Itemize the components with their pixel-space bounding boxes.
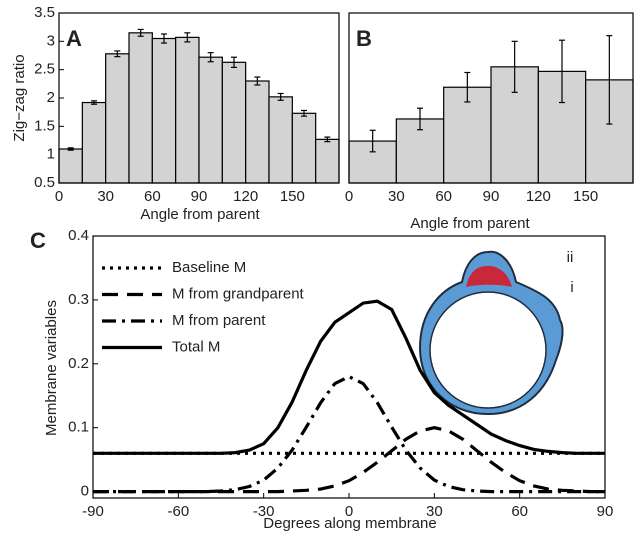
x-tick-label: 0	[345, 188, 353, 205]
x-tick-label: 150	[280, 188, 305, 205]
y-tick-label: 2	[47, 89, 55, 106]
line-series	[93, 299, 605, 455]
panel-label: A	[66, 26, 82, 51]
x-tick-label: 90	[597, 503, 614, 520]
error-bar	[91, 100, 97, 105]
x-axis-label: Angle from parent	[410, 215, 530, 232]
bar	[221, 61, 247, 184]
bar	[291, 112, 317, 184]
y-tick-label: 3	[47, 32, 55, 49]
bar	[315, 138, 340, 184]
error-bar	[417, 107, 423, 131]
panel-1: 0 30 60 90 120 150 B Angle from parent	[345, 12, 634, 232]
plot-frame	[92, 235, 606, 499]
x-tick-label: 30	[97, 188, 114, 205]
x-tick-label: 150	[573, 188, 598, 205]
line-series	[93, 374, 605, 494]
line-series	[93, 426, 605, 494]
y-tick-label: 1.5	[34, 117, 55, 134]
legend-label: M from grandparent	[172, 285, 305, 302]
panel-2: -90 -60 -30 0 30 60 90 0 0.1 0.2 0.3 0.4 Baseline M M…	[30, 227, 613, 532]
x-tick-label: 120	[233, 188, 258, 205]
y-tick-label: 0.4	[68, 227, 89, 244]
bar	[175, 36, 200, 184]
cell-interior	[429, 291, 547, 409]
bar	[443, 86, 492, 184]
panel-label: B	[356, 26, 372, 51]
y-tick-label: 0.2	[68, 355, 89, 372]
x-tick-label: 60	[144, 188, 161, 205]
plot-frame	[348, 12, 634, 184]
x-tick-label: 0	[55, 188, 63, 205]
y-tick-label: 1	[47, 146, 55, 163]
legend-label: Baseline M	[172, 259, 246, 276]
annotation: ii	[567, 249, 574, 266]
annotation: i	[570, 279, 573, 296]
x-tick-label: -60	[167, 503, 189, 520]
x-tick-label: -90	[82, 503, 104, 520]
x-tick-label: 30	[426, 503, 443, 520]
x-tick-label: 0	[345, 503, 353, 520]
legend-label: M from parent	[172, 312, 266, 329]
bar	[268, 96, 293, 184]
bar	[198, 56, 223, 184]
error-bar	[301, 109, 307, 117]
bar	[105, 53, 130, 184]
error-bar	[606, 35, 613, 125]
y-tick-label: 0.5	[34, 174, 55, 191]
bar	[245, 80, 270, 184]
x-tick-label: 90	[483, 188, 500, 205]
error-bar	[254, 76, 261, 86]
panel-label: C	[30, 228, 46, 253]
error-bar	[511, 40, 518, 93]
error-bar	[67, 147, 74, 151]
error-bar	[369, 129, 376, 153]
x-axis-label: Degrees along membrane	[263, 515, 436, 532]
error-bar	[277, 92, 284, 101]
x-tick-label: -30	[253, 503, 275, 520]
cap-region	[466, 266, 512, 287]
legend-label: Total M	[172, 338, 220, 355]
y-tick-label: 2.5	[34, 61, 55, 78]
error-bar	[231, 56, 237, 69]
y-axis-label: Zig−zag ratio	[11, 54, 28, 141]
panel-0: 0 30 60 90 120 150 0.5 1 1.5 2 2.5 3 3.5 A Angle from …	[11, 4, 340, 223]
plot-frame	[58, 12, 340, 184]
x-tick-label: 90	[191, 188, 208, 205]
bar	[151, 37, 177, 184]
x-tick-label: 60	[435, 188, 452, 205]
y-tick-label: 3.5	[34, 4, 55, 21]
y-tick-label: 0	[81, 483, 89, 500]
x-tick-label: 120	[526, 188, 551, 205]
error-bar	[464, 71, 471, 103]
error-bar	[184, 32, 191, 43]
y-axis-label: Membrane variables	[43, 300, 60, 436]
bar	[58, 148, 83, 184]
y-tick-label: 0.3	[68, 291, 89, 308]
error-bar	[161, 33, 167, 44]
error-bar	[137, 28, 144, 37]
error-bar	[324, 136, 331, 143]
x-tick-label: 30	[388, 188, 405, 205]
error-bar	[559, 39, 565, 104]
x-tick-label: 60	[511, 503, 528, 520]
bar	[81, 101, 107, 184]
error-bar	[207, 52, 214, 63]
cell-inset	[418, 250, 564, 416]
bar	[128, 32, 153, 184]
error-bar	[114, 50, 121, 58]
y-tick-label: 0.1	[68, 419, 89, 436]
x-axis-label: Angle from parent	[140, 206, 260, 223]
